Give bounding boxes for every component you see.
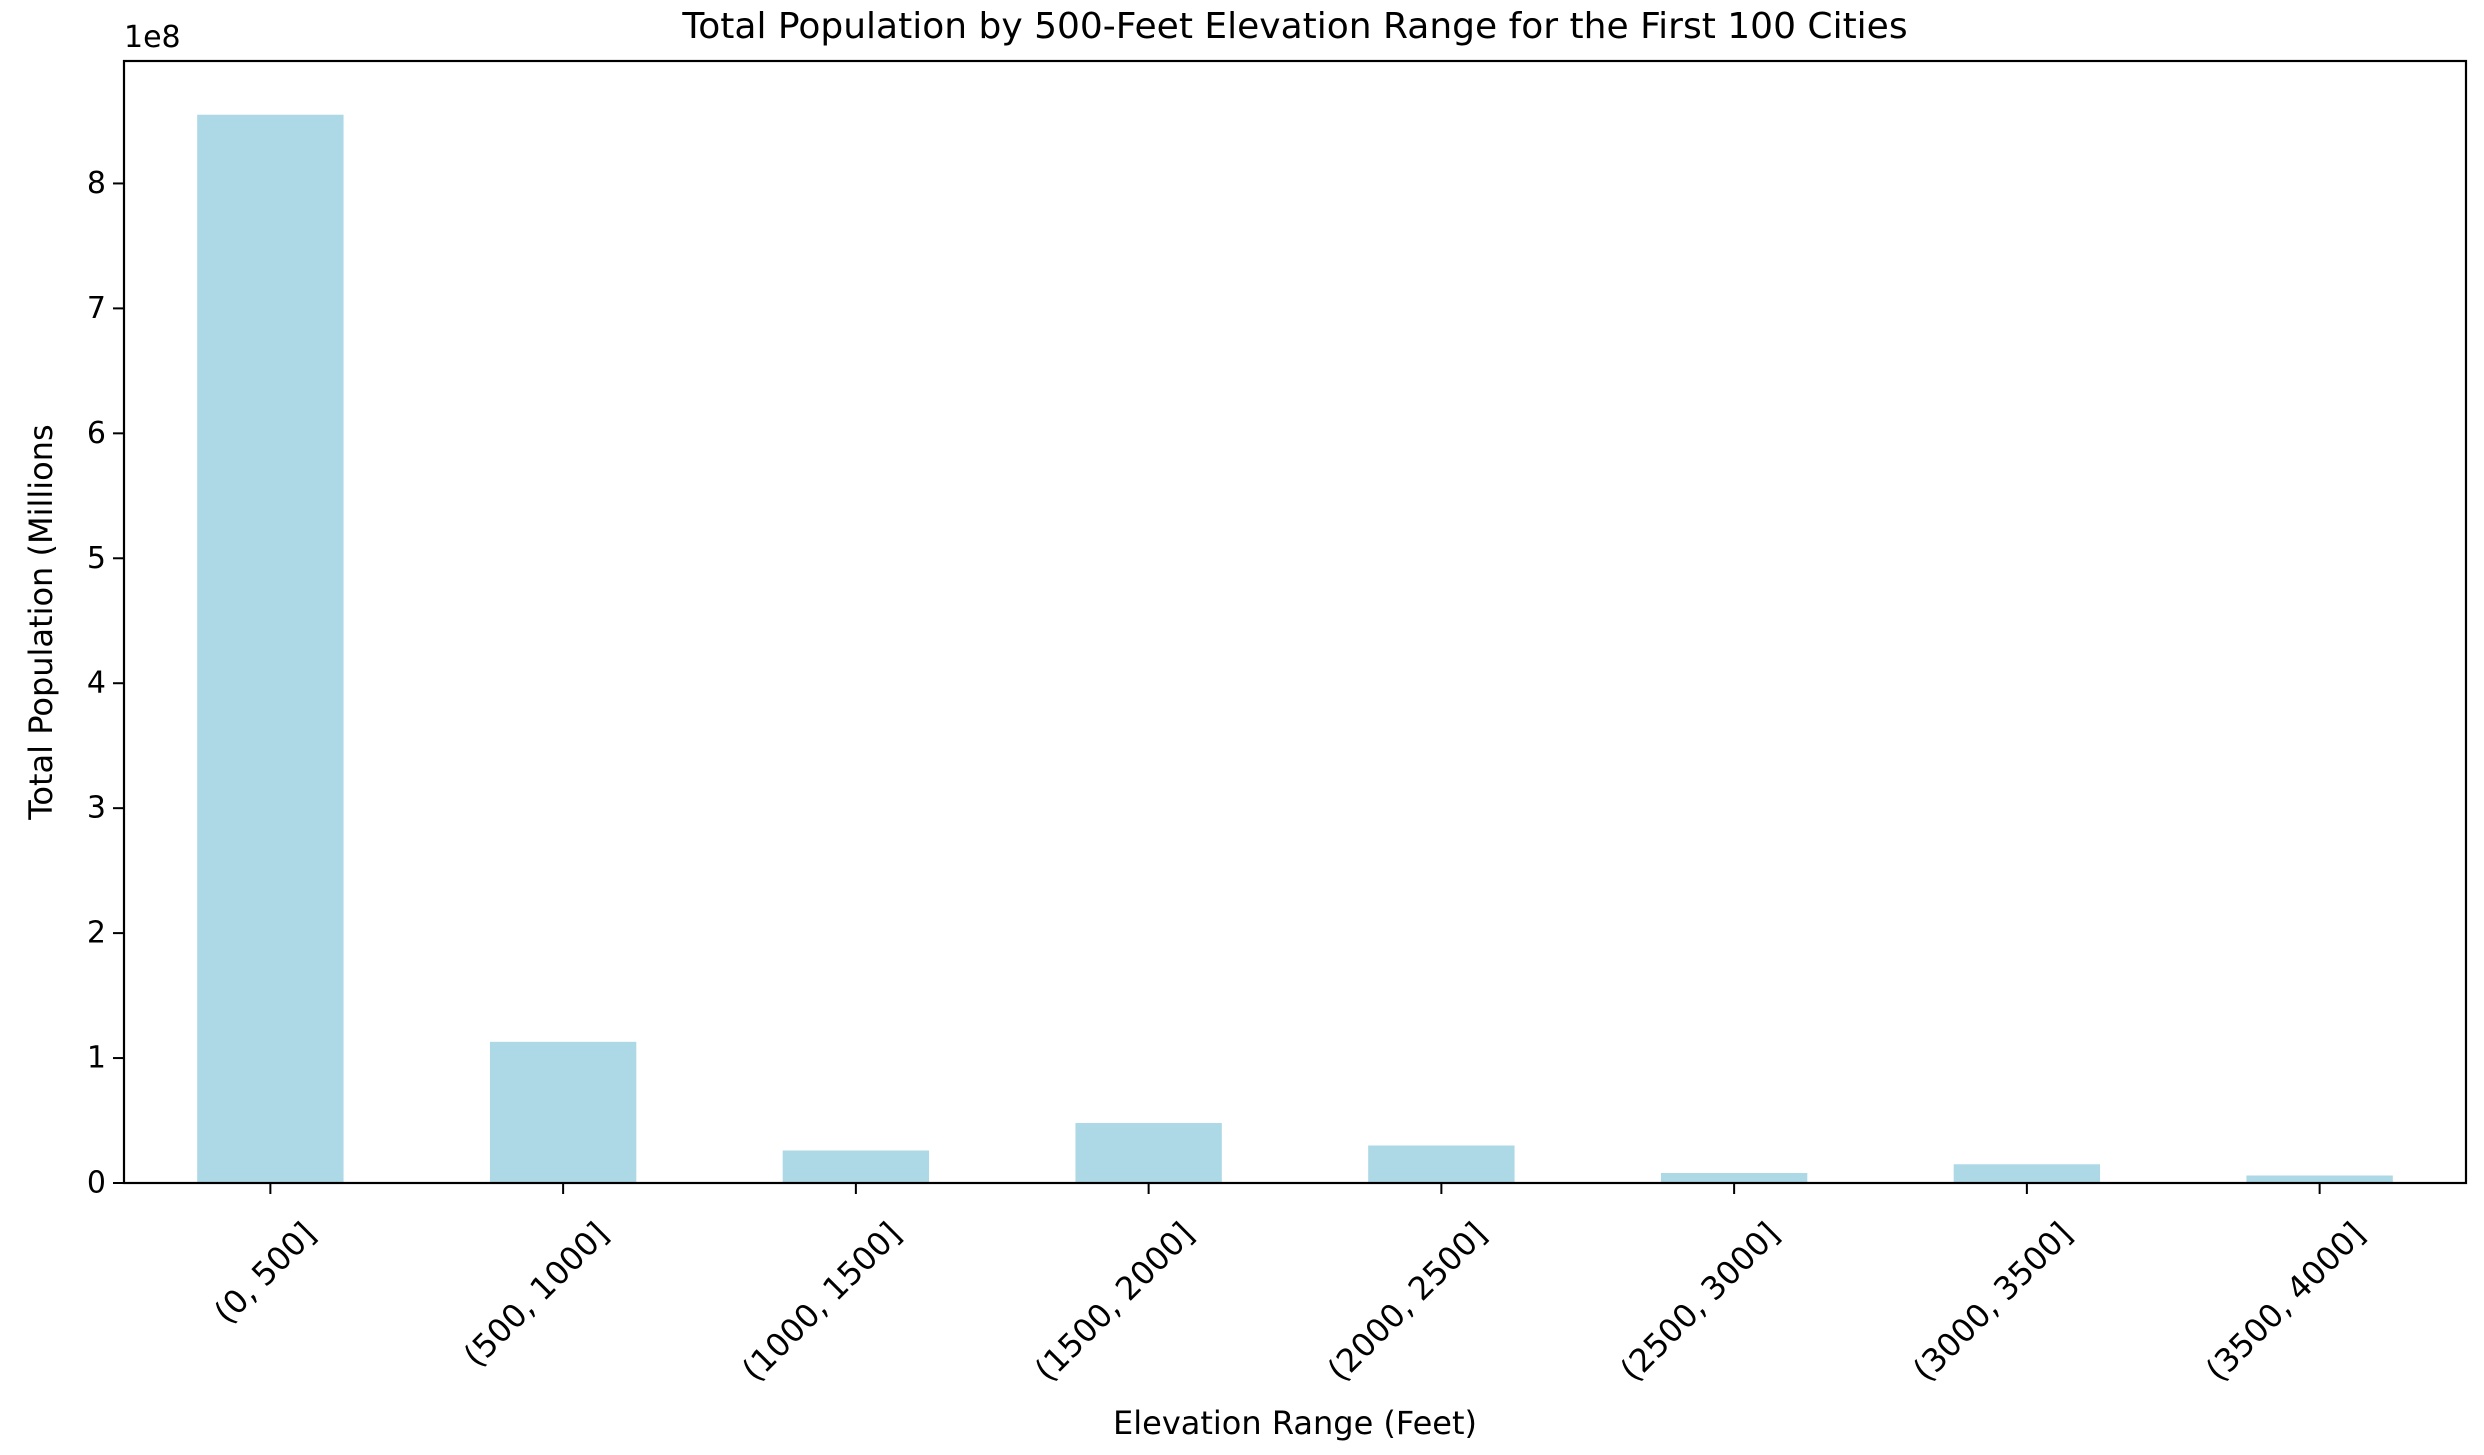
y-tick-label: 4 — [87, 666, 106, 701]
bar — [1953, 1164, 2101, 1183]
bar — [1660, 1173, 1808, 1183]
y-tick-label: 0 — [87, 1166, 106, 1201]
bar — [489, 1041, 637, 1183]
bars-group — [197, 114, 2393, 1183]
y-tick-label: 1 — [87, 1041, 106, 1076]
bar — [782, 1150, 930, 1183]
y-tick-label: 5 — [87, 541, 106, 576]
y-axis-label: Total Population (Millions — [22, 424, 60, 820]
y-tick-label: 8 — [87, 166, 106, 201]
plot-frame — [122, 59, 2468, 1185]
y-tick-label: 3 — [87, 791, 106, 826]
bar — [1075, 1123, 1222, 1183]
chart-title: Total Population by 500-Feet Elevation R… — [681, 6, 1907, 47]
bar — [197, 114, 344, 1183]
bar — [2246, 1175, 2393, 1183]
y-tick-label: 6 — [87, 416, 106, 451]
x-axis-label: Elevation Range (Feet) — [1113, 1404, 1477, 1442]
y-tick-label: 7 — [87, 291, 106, 326]
bar — [1368, 1145, 1515, 1183]
y-axis-offset-label: 1e8 — [124, 20, 181, 55]
y-tick-label: 2 — [87, 916, 106, 951]
